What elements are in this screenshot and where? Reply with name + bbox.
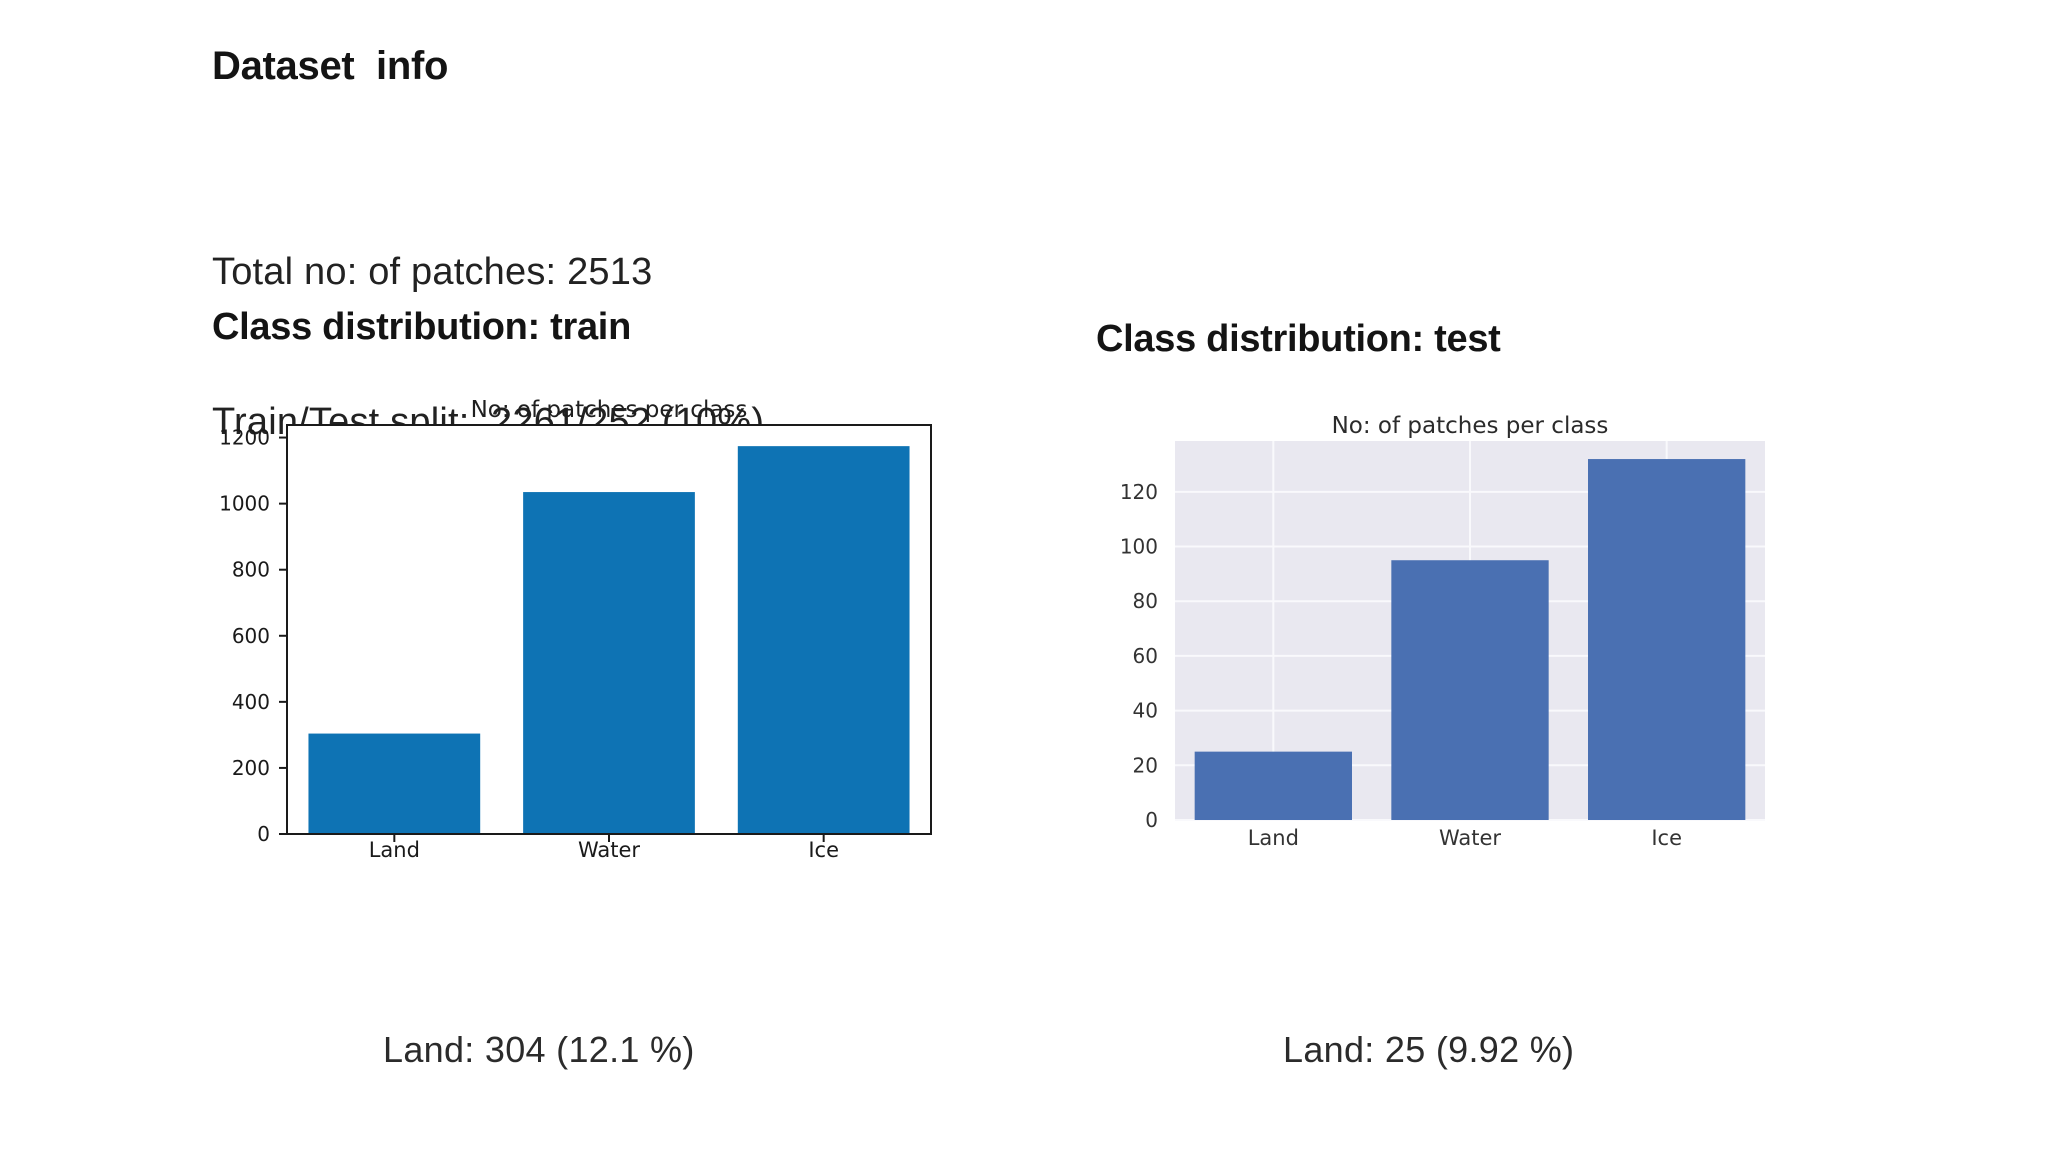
y-axis-tick-label: 20 <box>1133 753 1158 777</box>
y-axis-tick-label: 1200 <box>219 426 270 450</box>
x-axis-tick-label: Land <box>1248 826 1299 850</box>
chart-title: No: of patches per class <box>471 397 748 423</box>
bar-land <box>308 733 481 834</box>
train-section-heading: Class distribution: train <box>212 306 631 348</box>
y-axis-tick-label: 40 <box>1133 699 1158 723</box>
y-axis-tick-label: 400 <box>232 690 270 714</box>
train-caption-land: Land: 304 (12.1 %) <box>383 1029 695 1070</box>
y-axis-tick-label: 1000 <box>219 492 270 516</box>
x-axis-tick-label: Ice <box>808 838 839 862</box>
total-patches-text: Total no: of patches: 2513 <box>212 251 653 293</box>
y-axis-tick-label: 80 <box>1133 589 1158 613</box>
train-caption-block: Land: 304 (12.1 %) Water: 1035 (41.19 %)… <box>383 925 750 1152</box>
y-axis-tick-label: 100 <box>1120 535 1158 559</box>
train-distribution-chart: 0 200 400 600 800 1000 1200 Land Water Ice No: of … <box>219 397 932 862</box>
bar-ice <box>737 446 910 834</box>
y-axis-tick-label: 600 <box>232 624 270 648</box>
page-title: Dataset info <box>212 44 449 88</box>
x-axis-tick-label: Ice <box>1651 826 1682 850</box>
bar-water <box>1391 560 1549 820</box>
test-caption-land: Land: 25 (9.92 %) <box>1283 1029 1575 1070</box>
x-axis-tick-label: Water <box>1439 826 1501 850</box>
test-caption-block: Land: 25 (9.92 %) Water: 92 (37.7 %) Ice… <box>1283 925 1589 1152</box>
chart-title: No: of patches per class <box>1332 413 1609 439</box>
bar-land <box>1194 751 1352 820</box>
y-axis-tick-label: 200 <box>232 756 270 780</box>
test-distribution-chart: 0 20 40 60 80 100 120 Land Water Ice No: of patche… <box>1120 413 1765 850</box>
y-axis-tick-label: 0 <box>1145 808 1158 832</box>
y-axis-tick-label: 0 <box>257 822 270 846</box>
bar-ice <box>1588 459 1746 820</box>
y-axis-tick-label: 60 <box>1133 644 1158 668</box>
x-axis-tick-label: Water <box>578 838 640 862</box>
y-axis-tick-label: 120 <box>1120 480 1158 504</box>
test-section-heading: Class distribution: test <box>1096 318 1501 360</box>
bar-water <box>523 492 695 834</box>
x-axis-tick-label: Land <box>369 838 420 862</box>
y-axis-tick-label: 800 <box>232 558 270 582</box>
